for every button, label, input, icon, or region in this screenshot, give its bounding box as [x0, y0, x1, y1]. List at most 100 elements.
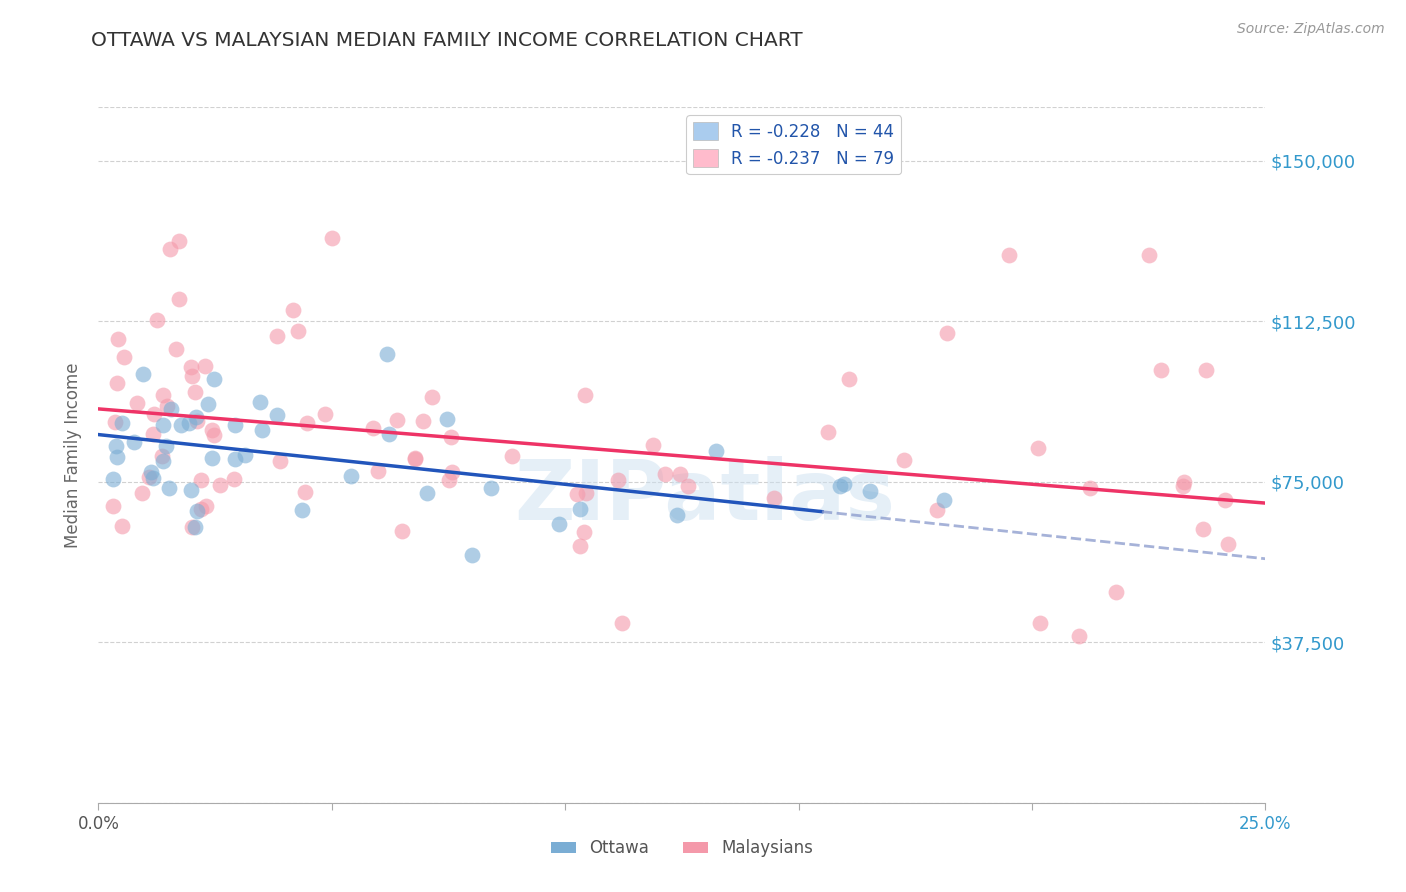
Point — [440, 429, 463, 443]
Point — [1028, 441, 1050, 455]
Point — [501, 449, 523, 463]
Point — [141, 465, 163, 479]
Text: Source: ZipAtlas.com: Source: ZipAtlas.com — [1237, 22, 1385, 37]
Point — [762, 491, 785, 505]
Point — [1195, 362, 1218, 376]
Point — [927, 503, 949, 517]
Text: ZIPatlas: ZIPatlas — [515, 456, 896, 537]
Point — [184, 409, 207, 424]
Point — [858, 484, 880, 499]
Point — [654, 467, 676, 482]
Point — [817, 425, 839, 440]
Point — [122, 435, 145, 450]
Point — [222, 472, 245, 486]
Point — [202, 372, 225, 386]
Point — [281, 302, 304, 317]
Point — [152, 417, 174, 432]
Point — [361, 421, 384, 435]
Point — [190, 474, 212, 488]
Point — [152, 453, 174, 467]
Point — [932, 493, 955, 508]
Point — [1218, 536, 1240, 550]
Point — [391, 524, 413, 538]
Point — [184, 385, 207, 400]
Point — [291, 502, 314, 516]
Point — [339, 469, 361, 483]
Point — [186, 414, 208, 428]
Point — [412, 414, 434, 428]
Point — [440, 465, 463, 479]
Point — [367, 465, 389, 479]
Point — [155, 439, 177, 453]
Point — [1192, 522, 1215, 536]
Point — [1104, 585, 1126, 599]
Point — [1213, 492, 1236, 507]
Point — [665, 508, 688, 522]
Point — [105, 376, 128, 390]
Point — [202, 428, 225, 442]
Point — [321, 230, 343, 244]
Point — [266, 328, 288, 343]
Point — [1150, 363, 1173, 377]
Point — [420, 390, 443, 404]
Point — [436, 412, 458, 426]
Point — [1173, 475, 1195, 489]
Point — [1171, 479, 1194, 493]
Point — [105, 450, 128, 464]
Legend: Ottawa, Malaysians: Ottawa, Malaysians — [544, 833, 820, 864]
Point — [167, 293, 190, 307]
Point — [997, 248, 1019, 262]
Point — [152, 388, 174, 402]
Point — [1137, 248, 1160, 262]
Point — [142, 471, 165, 485]
Point — [378, 426, 401, 441]
Point — [461, 548, 484, 562]
Point — [142, 407, 165, 421]
Point — [235, 449, 257, 463]
Point — [157, 481, 180, 495]
Point — [565, 487, 588, 501]
Point — [190, 501, 212, 516]
Point — [184, 520, 207, 534]
Point — [145, 313, 167, 327]
Point — [669, 467, 692, 481]
Point — [159, 402, 181, 417]
Point — [575, 486, 598, 500]
Point — [167, 234, 190, 248]
Point — [103, 416, 125, 430]
Point — [838, 372, 860, 386]
Point — [249, 395, 271, 409]
Point — [893, 453, 915, 467]
Point — [287, 324, 309, 338]
Point — [209, 477, 232, 491]
Point — [385, 413, 408, 427]
Point — [201, 423, 224, 437]
Point — [704, 444, 727, 458]
Y-axis label: Median Family Income: Median Family Income — [63, 362, 82, 548]
Point — [828, 479, 851, 493]
Point — [165, 342, 187, 356]
Point — [574, 388, 596, 402]
Point — [112, 351, 135, 365]
Point — [1029, 615, 1052, 630]
Point — [606, 473, 628, 487]
Point — [375, 347, 398, 361]
Point — [1067, 629, 1090, 643]
Point — [404, 452, 426, 467]
Point — [568, 502, 591, 516]
Point — [194, 499, 217, 513]
Point — [295, 417, 318, 431]
Point — [269, 453, 291, 467]
Point — [936, 326, 959, 341]
Point — [131, 486, 153, 500]
Point — [437, 474, 460, 488]
Point — [159, 242, 181, 256]
Point — [138, 469, 160, 483]
Point — [170, 417, 193, 432]
Point — [676, 479, 699, 493]
Point — [610, 615, 633, 630]
Point — [416, 486, 439, 500]
Point — [111, 519, 134, 533]
Point — [404, 450, 426, 465]
Point — [142, 426, 165, 441]
